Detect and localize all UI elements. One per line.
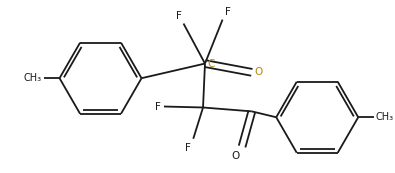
Text: F: F xyxy=(224,7,230,17)
Text: CH₃: CH₃ xyxy=(376,112,394,122)
Text: O: O xyxy=(255,67,263,77)
Text: F: F xyxy=(185,143,191,153)
Text: C: C xyxy=(207,59,214,69)
Text: O: O xyxy=(232,151,240,161)
Text: F: F xyxy=(176,11,182,21)
Text: CH₃: CH₃ xyxy=(24,73,42,83)
Text: F: F xyxy=(155,102,161,112)
